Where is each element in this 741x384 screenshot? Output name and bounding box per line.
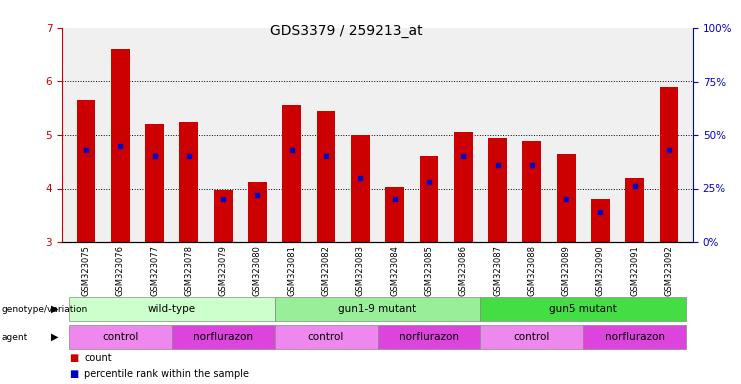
Text: ▶: ▶ [51, 304, 59, 314]
Bar [172, 325, 275, 349]
Bar [69, 325, 172, 349]
Text: ■: ■ [70, 369, 79, 379]
Bar [111, 50, 130, 242]
Text: ▶: ▶ [51, 332, 59, 342]
Bar [316, 111, 336, 242]
Bar [556, 154, 576, 242]
Bar [659, 87, 679, 242]
Bar [351, 135, 370, 242]
Bar [76, 100, 96, 242]
Text: norflurazon: norflurazon [605, 332, 665, 342]
Text: percentile rank within the sample: percentile rank within the sample [84, 369, 249, 379]
Text: gun5 mutant: gun5 mutant [549, 304, 617, 314]
Text: count: count [84, 353, 112, 363]
Text: control: control [308, 332, 345, 342]
Bar [591, 199, 610, 242]
Bar [248, 182, 267, 242]
Bar [583, 325, 686, 349]
Bar [522, 141, 541, 242]
Bar [385, 187, 404, 242]
Text: norflurazon: norflurazon [193, 332, 253, 342]
Text: norflurazon: norflurazon [399, 332, 459, 342]
Bar [625, 178, 644, 242]
Text: gun1-9 mutant: gun1-9 mutant [339, 304, 416, 314]
Bar [69, 297, 275, 321]
Bar [377, 325, 480, 349]
Bar [213, 190, 233, 242]
Bar [480, 297, 686, 321]
Text: wild-type: wild-type [147, 304, 196, 314]
Bar [282, 104, 301, 242]
Bar [275, 325, 377, 349]
Text: GDS3379 / 259213_at: GDS3379 / 259213_at [270, 24, 422, 38]
Bar [480, 325, 583, 349]
Text: genotype/variation: genotype/variation [1, 305, 87, 313]
Text: control: control [102, 332, 139, 342]
Text: ■: ■ [70, 353, 79, 363]
Bar [179, 122, 199, 242]
Bar [145, 124, 164, 242]
Bar [488, 138, 507, 242]
Bar [275, 297, 480, 321]
Bar [419, 156, 439, 242]
Bar [453, 132, 473, 242]
Text: agent: agent [1, 333, 27, 341]
Text: control: control [514, 332, 550, 342]
